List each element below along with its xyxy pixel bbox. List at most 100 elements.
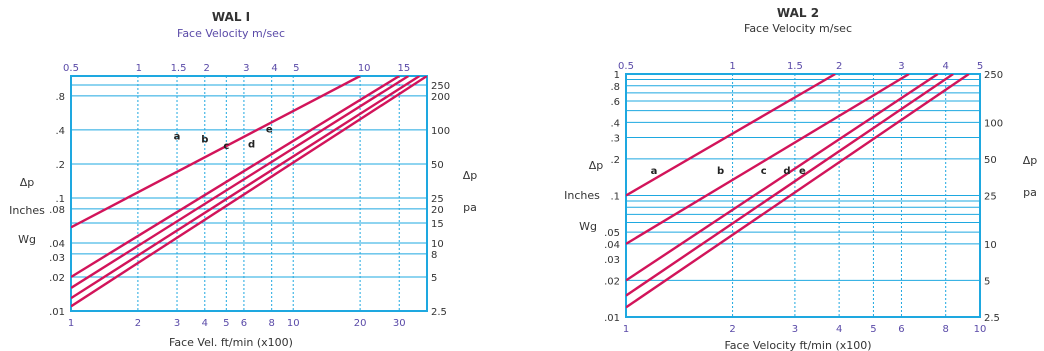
chart-1-x-tick-8: 20	[354, 318, 367, 329]
chart-2-y-tick-6: .2	[610, 155, 620, 166]
chart-1-top-tick-6: 5	[293, 63, 299, 74]
chart-2-right-tick-4: 50	[984, 155, 997, 166]
chart-2-series-line-b	[626, 74, 910, 245]
chart-2-x-tick-5: 6	[898, 324, 904, 335]
chart-2-x-tick-1: 2	[729, 324, 735, 335]
chart-2-y-tick-2: .03	[604, 255, 620, 266]
chart-1-x-tick-1: 2	[135, 318, 141, 329]
chart-1-right-tick-10: 250	[431, 81, 450, 92]
chart-1-y-tick-8: .8	[55, 92, 65, 103]
chart-1-top-tick-1: 1	[136, 63, 142, 74]
chart-1-left-label-1: Δp	[20, 176, 35, 189]
chart-1-series-label-a: a	[174, 131, 181, 142]
chart-1-series-line-a	[71, 76, 361, 229]
chart-1-series-line-d	[71, 76, 421, 300]
chart-1-frame	[70, 75, 428, 312]
chart-2-y-tick-11: 1	[614, 70, 620, 81]
chart-1-top-tick-8: 15	[397, 63, 410, 74]
chart-2-top-tick-0: 0.5	[618, 61, 634, 72]
chart-1-x-tick-7: 10	[287, 318, 300, 329]
chart-2-right-tick-0: 2.5	[984, 313, 1000, 324]
chart-2-series-label-c: c	[761, 166, 767, 177]
chart-2-left-label-1: Δp	[589, 159, 604, 172]
chart-2-right-tick-2: 10	[984, 240, 997, 251]
chart-1-x-tick-2: 3	[174, 318, 180, 329]
chart-1-top-tick-3: 2	[203, 63, 209, 74]
chart-1-left-label-3: Wg	[18, 233, 36, 246]
chart-1-y-tick-0: .01	[49, 307, 65, 318]
chart-2-right-tick-1: 5	[984, 276, 990, 287]
chart-1-xlabel: Face Vel. ft/min (x100)	[169, 336, 293, 349]
chart-2-series-label-b: b	[717, 166, 724, 177]
chart-1-y-tick-4: .08	[49, 205, 65, 216]
chart-2-series-line-c	[626, 74, 939, 282]
chart-2-right-tick-6: 250	[984, 70, 1003, 81]
chart-2-series-line-e	[626, 74, 970, 309]
chart-1-title: WAL I	[212, 10, 250, 24]
chart-2-y-tick-4: .05	[604, 228, 620, 239]
chart-1-y-tick-6: .2	[55, 160, 65, 171]
chart-2-x-tick-6: 8	[943, 324, 949, 335]
chart-1-left-label-2: Inches	[9, 204, 45, 217]
chart-1-series-label-e: e	[266, 124, 273, 135]
chart-1-right-tick-9: 200	[431, 92, 450, 103]
chart-2-right-tick-3: 25	[984, 192, 997, 203]
chart-2-series-label-e: e	[799, 166, 806, 177]
chart-2-left-label-2: Inches	[564, 189, 600, 202]
chart-1-series-label-b: b	[201, 134, 208, 145]
chart-2-series-label-a: a	[651, 166, 658, 177]
chart-2-x-tick-7: 10	[974, 324, 987, 335]
chart-1-x-tick-9: 30	[393, 318, 406, 329]
chart-2-top-tick-1: 1	[729, 61, 735, 72]
chart-2-x-tick-4: 5	[870, 324, 876, 335]
chart-1-x-tick-4: 5	[223, 318, 229, 329]
chart-2-right-tick-5: 100	[984, 118, 1003, 129]
chart-1-right-tick-4: 15	[431, 219, 444, 230]
chart-1-y-tick-2: .03	[49, 253, 65, 264]
chart-2-right-label-1: Δp	[1023, 154, 1038, 167]
chart-1-top-tick-7: 10	[358, 63, 371, 74]
chart-1-right-tick-8: 100	[431, 126, 450, 137]
chart-2-xlabel: Face Velocity ft/min (x100)	[724, 339, 871, 351]
chart-2-y-tick-1: .02	[604, 276, 620, 287]
chart-1-x-tick-3: 4	[202, 318, 208, 329]
chart-1: WAL I Face Velocity m/sec Face Vel. ft/m…	[9, 10, 477, 349]
chart-2-series-group	[626, 74, 970, 309]
chart-2-x-tick-0: 1	[623, 324, 629, 335]
chart-2-y-tick-9: .6	[610, 97, 620, 108]
chart-2-y-tick-0: .01	[604, 313, 620, 324]
chart-2-x-tick-2: 3	[792, 324, 798, 335]
chart-2-subtitle: Face Velocity m/sec	[744, 22, 852, 35]
chart-2-y-tick-8: .4	[610, 118, 620, 129]
chart-1-y-tick-3: .04	[49, 239, 65, 250]
chart-1-y-tick-1: .02	[49, 273, 65, 284]
chart-1-right-label-1: Δp	[463, 169, 478, 182]
chart-2-y-tick-7: .3	[610, 134, 620, 145]
chart-1-right-tick-0: 2.5	[431, 307, 447, 318]
chart-2-series-line-a	[626, 74, 836, 197]
chart-1-top-tick-5: 4	[271, 63, 277, 74]
chart-1-y-tick-7: .4	[55, 126, 65, 137]
chart-1-right-tick-7: 50	[431, 160, 444, 171]
chart-2-title: WAL 2	[777, 6, 819, 20]
chart-2-top-tick-3: 2	[836, 61, 842, 72]
chart-1-x-tick-5: 6	[241, 318, 247, 329]
chart-2: WAL 2 Face Velocity m/sec Face Velocity …	[564, 6, 1037, 351]
chart-1-top-tick-2: 1.5	[171, 63, 187, 74]
chart-1-right-tick-3: 10	[431, 239, 444, 250]
chart-1-top-tick-0: 0.5	[63, 63, 79, 74]
chart-2-right-label-2: pa	[1023, 186, 1037, 199]
chart-2-y-tick-5: .1	[610, 192, 620, 203]
chart-1-series-group	[71, 76, 427, 308]
chart-1-subtitle: Face Velocity m/sec	[177, 27, 285, 40]
chart-1-right-tick-6: 25	[431, 194, 444, 205]
chart-1-series-label-d: d	[248, 139, 255, 150]
chart-2-plot: a b c d e1 2 3 4 5 6 8 100.5 1 1.5 2 3 4 5.01.02.03.04.05…	[604, 61, 1003, 335]
chart-2-top-tick-6: 5	[977, 61, 983, 72]
chart-1-series-line-b	[71, 76, 400, 278]
chart-2-top-tick-5: 4	[943, 61, 949, 72]
chart-1-y-tick-5: .1	[55, 194, 65, 205]
chart-1-right-tick-2: 8	[431, 250, 437, 261]
chart-1-right-label-2: pa	[463, 201, 477, 214]
